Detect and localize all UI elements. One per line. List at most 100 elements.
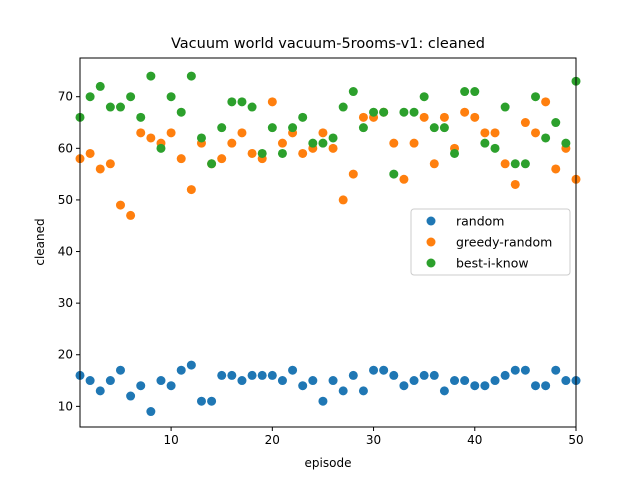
y-tick-label: 10 xyxy=(58,399,73,413)
best-i-know-point xyxy=(176,107,186,117)
random-point xyxy=(429,370,439,380)
x-tick-label: 20 xyxy=(265,433,280,447)
random-point xyxy=(146,407,156,417)
greedy-random-point xyxy=(176,154,186,164)
best-i-know-point xyxy=(389,169,399,179)
best-i-know-point xyxy=(561,138,571,148)
data-points xyxy=(75,71,581,417)
best-i-know-point xyxy=(136,112,146,122)
random-point xyxy=(115,365,125,375)
greedy-random-point xyxy=(551,164,561,174)
best-i-know-point xyxy=(126,92,136,102)
y-tick-label: 30 xyxy=(58,296,73,310)
random-point xyxy=(561,376,571,386)
greedy-random-point xyxy=(318,128,328,138)
greedy-random-point xyxy=(328,143,338,153)
best-i-know-point xyxy=(520,159,530,169)
random-point xyxy=(389,370,399,380)
legend-label-greedy-random: greedy-random xyxy=(456,235,552,250)
y-tick-label: 70 xyxy=(58,90,73,104)
greedy-random-point xyxy=(358,112,368,122)
x-tick-label: 30 xyxy=(366,433,381,447)
best-i-know-point xyxy=(450,148,460,158)
best-i-know-point xyxy=(247,102,257,112)
random-point xyxy=(379,365,389,375)
best-i-know-point xyxy=(510,159,520,169)
random-point xyxy=(450,376,460,386)
random-point xyxy=(267,370,277,380)
random-point xyxy=(217,370,227,380)
random-point xyxy=(520,365,530,375)
best-i-know-point xyxy=(105,102,115,112)
random-point xyxy=(358,386,368,396)
best-i-know-point xyxy=(85,92,95,102)
greedy-random-point xyxy=(126,210,136,220)
x-tick-label: 40 xyxy=(467,433,482,447)
greedy-random-point xyxy=(247,148,257,158)
random-point xyxy=(166,381,176,391)
greedy-random-point xyxy=(470,112,480,122)
greedy-random-point xyxy=(409,138,419,148)
random-point xyxy=(348,370,358,380)
best-i-know-point xyxy=(217,123,227,133)
best-i-know-point xyxy=(308,138,318,148)
greedy-random-point xyxy=(277,138,287,148)
random-point xyxy=(500,370,510,380)
greedy-random-point xyxy=(510,179,520,189)
greedy-random-point xyxy=(338,195,348,205)
best-i-know-point xyxy=(277,148,287,158)
legend: random greedy-random best-i-know xyxy=(410,208,571,276)
random-point xyxy=(480,381,490,391)
greedy-random-point xyxy=(480,128,490,138)
random-point xyxy=(328,376,338,386)
best-i-know-point xyxy=(288,123,298,133)
x-tick-label: 50 xyxy=(568,433,583,447)
legend-marker-greedy-random xyxy=(426,237,436,247)
best-i-know-point xyxy=(207,159,217,169)
best-i-know-point xyxy=(196,133,206,143)
greedy-random-point xyxy=(490,128,500,138)
best-i-know-point xyxy=(156,143,166,153)
greedy-random-point xyxy=(389,138,399,148)
best-i-know-point xyxy=(146,71,156,81)
best-i-know-point xyxy=(267,123,277,133)
best-i-know-point xyxy=(369,107,379,117)
best-i-know-point xyxy=(318,138,328,148)
random-point xyxy=(186,360,196,370)
y-axis: 10 20 30 40 50 60 70 xyxy=(58,90,80,413)
random-point xyxy=(257,370,267,380)
greedy-random-point xyxy=(146,133,156,143)
best-i-know-point xyxy=(429,123,439,133)
greedy-random-point xyxy=(298,148,308,158)
y-tick-label: 60 xyxy=(58,141,73,155)
legend-marker-best-i-know xyxy=(426,258,436,268)
greedy-random-point xyxy=(217,154,227,164)
random-point xyxy=(227,370,237,380)
best-i-know-point xyxy=(470,87,480,97)
random-point xyxy=(277,376,287,386)
greedy-random-point xyxy=(520,118,530,128)
random-point xyxy=(531,381,541,391)
best-i-know-point xyxy=(257,148,267,158)
best-i-know-point xyxy=(358,123,368,133)
random-point xyxy=(105,376,115,386)
random-point xyxy=(207,396,217,406)
random-point xyxy=(176,365,186,375)
random-point xyxy=(308,376,318,386)
greedy-random-point xyxy=(531,128,541,138)
random-point xyxy=(470,381,480,391)
random-point xyxy=(318,396,328,406)
greedy-random-point xyxy=(267,97,277,107)
best-i-know-point xyxy=(551,118,561,128)
random-point xyxy=(85,376,95,386)
greedy-random-point xyxy=(227,138,237,148)
best-i-know-point xyxy=(439,123,449,133)
random-point xyxy=(156,376,166,386)
random-point xyxy=(460,376,470,386)
x-axis-label: episode xyxy=(305,456,352,470)
random-point xyxy=(196,396,206,406)
random-point xyxy=(541,381,551,391)
random-point xyxy=(136,381,146,391)
random-point xyxy=(409,376,419,386)
greedy-random-point xyxy=(136,128,146,138)
